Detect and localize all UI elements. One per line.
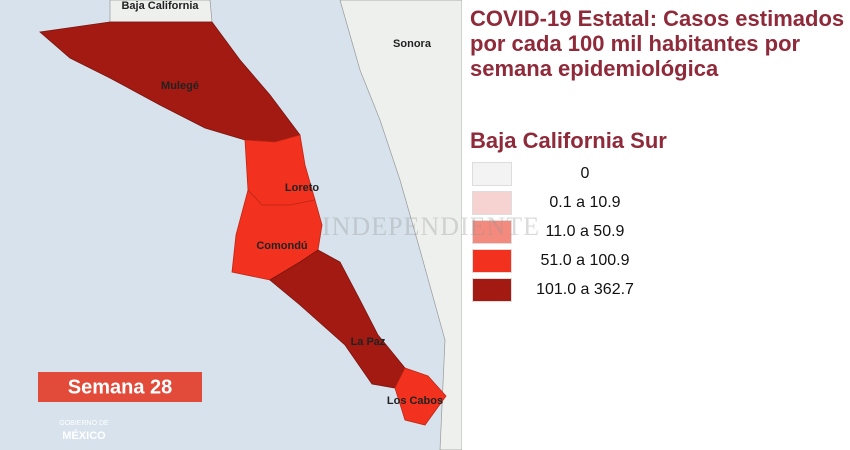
info-panel: COVID-19 Estatal: Casos estimados por ca… — [322, 0, 850, 450]
municipality-label: Comondú — [256, 240, 307, 252]
municipality-label: La Paz — [351, 336, 386, 348]
municipality-label: Los Cabos — [387, 395, 443, 407]
legend-entry: 0 — [472, 162, 772, 186]
legend-label: 0 — [580, 165, 590, 182]
legend-label: 101.0 a 362.7 — [536, 281, 634, 298]
legend-swatch — [472, 191, 512, 215]
municipality — [269, 249, 406, 389]
logo-text: MÉXICO — [62, 429, 106, 442]
legend-entry: 51.0 a 100.9 — [472, 249, 772, 273]
mainland — [339, 0, 462, 450]
legend-swatch — [472, 162, 512, 186]
week-label: Semana 28 — [68, 376, 173, 398]
logo-text: GOBIERNO DE — [59, 420, 109, 427]
municipality-label: Loreto — [285, 182, 320, 194]
subtitle: Baja California Sur — [470, 128, 667, 153]
legend-swatch — [472, 220, 512, 244]
watermark: INDEPENDIENTE — [322, 212, 541, 241]
legend-entry: 11.0 a 50.9 — [472, 220, 772, 244]
week-banner — [38, 372, 202, 402]
legend-swatch — [472, 249, 512, 273]
legend-label: 51.0 a 100.9 — [540, 252, 630, 269]
municipality — [394, 367, 447, 426]
legend-swatch — [472, 278, 512, 302]
title: COVID-19 Estatal: Casos estimados por ca… — [470, 6, 845, 81]
legend-entry: 0.1 a 10.9 — [472, 191, 772, 215]
legend-entry: 101.0 a 362.7 — [472, 278, 772, 302]
neighbor-label: Baja California — [121, 0, 199, 12]
neighbor-label: Sonora — [393, 38, 432, 50]
municipality-label: Mulegé — [161, 80, 199, 92]
legend-label: 0.1 a 10.9 — [549, 194, 621, 211]
map: Baja California Sonora Mulegé Loreto Com… — [0, 0, 462, 450]
legend-label: 11.0 a 50.9 — [545, 223, 625, 240]
